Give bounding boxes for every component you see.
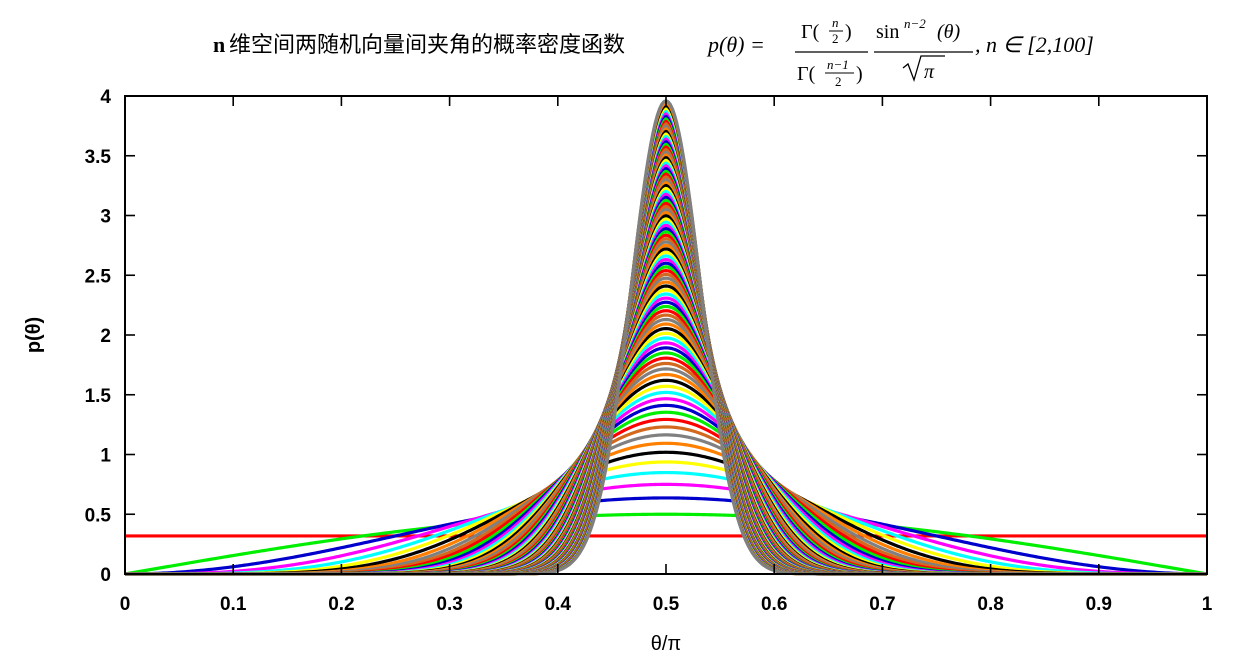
x-tick-label: 0.1 bbox=[220, 594, 247, 615]
series-line-n61 bbox=[125, 204, 1207, 576]
y-tick-label: 2.5 bbox=[85, 266, 112, 287]
y-tick-labels: 0 0.5 1 1.5 2 2.5 3 3.5 4 bbox=[85, 87, 112, 586]
series-line-n14 bbox=[125, 403, 1207, 576]
title-gamma-den: Γ( bbox=[797, 63, 816, 85]
series-line-n50 bbox=[125, 240, 1207, 576]
y-tick-label: 2 bbox=[100, 326, 111, 347]
x-tick-label: 0.3 bbox=[436, 594, 462, 615]
y-axis-label: p(θ) bbox=[23, 317, 45, 353]
series-line-n21 bbox=[125, 361, 1207, 576]
x-tick-labels: 0 0.1 0.2 0.3 0.4 0.5 0.6 0.7 0.8 0.9 1 bbox=[120, 594, 1213, 615]
title-den-2: 2 bbox=[835, 74, 842, 89]
title-prefix: n bbox=[213, 32, 225, 57]
title-sqrt-pi: π bbox=[924, 61, 935, 83]
series-line-n13 bbox=[125, 410, 1207, 576]
chart-title: n 维空间两随机向量间夹角的概率密度函数 p(θ) = Γ( n 2 ) Γ( … bbox=[213, 15, 1094, 89]
y-tick-label: 3 bbox=[100, 207, 111, 228]
series-line-n10 bbox=[125, 433, 1207, 576]
title-gamma-num: Γ( bbox=[801, 21, 820, 43]
series-line-n11 bbox=[125, 425, 1207, 576]
plot-frame bbox=[124, 95, 1208, 575]
title-chinese: 维空间两随机向量间夹角的概率密度函数 bbox=[229, 32, 625, 57]
y-tick-label: 0 bbox=[100, 565, 111, 586]
title-num-n: n bbox=[832, 15, 839, 30]
title-formula-lhs: p(θ) = bbox=[706, 32, 765, 57]
x-axis-label: θ/π bbox=[651, 633, 681, 655]
series-line-n3 bbox=[124, 512, 1208, 576]
title-close-2: ) bbox=[856, 63, 863, 85]
series-line-n18 bbox=[125, 378, 1207, 576]
x-tick-label: 1 bbox=[1202, 594, 1213, 615]
curves-group bbox=[124, 99, 1208, 576]
x-tick-label: 0.7 bbox=[869, 594, 895, 615]
series-line-n4 bbox=[125, 496, 1207, 576]
title-num-2: 2 bbox=[832, 31, 839, 46]
y-tick-label: 0.5 bbox=[85, 505, 112, 526]
x-tick-label: 0.5 bbox=[653, 594, 680, 615]
series-line-n5 bbox=[125, 482, 1207, 576]
x-tick-label: 0.8 bbox=[977, 594, 1003, 615]
x-tick-label: 0.6 bbox=[761, 594, 787, 615]
title-n-range: , n ∈ [2,100] bbox=[975, 32, 1094, 57]
x-tick-label: 0.9 bbox=[1086, 594, 1112, 615]
title-den-n: n−1 bbox=[827, 57, 849, 72]
title-sin-arg: (θ) bbox=[937, 21, 960, 43]
title-sin-exp: n−2 bbox=[904, 16, 926, 31]
series-line-n54 bbox=[125, 226, 1207, 576]
y-tick-label: 3.5 bbox=[85, 147, 112, 168]
title-sin: sin bbox=[876, 21, 899, 43]
y-tick-label: 1 bbox=[100, 446, 111, 467]
x-tick-label: 0.2 bbox=[328, 594, 354, 615]
x-tick-label: 0.4 bbox=[545, 594, 572, 615]
series-line-n25 bbox=[125, 341, 1207, 576]
y-tick-label: 4 bbox=[100, 87, 111, 108]
title-close-1: ) bbox=[845, 21, 852, 43]
series-line-n22 bbox=[125, 356, 1207, 576]
y-tick-label: 1.5 bbox=[85, 386, 112, 407]
series-line-n6 bbox=[125, 470, 1207, 576]
x-tick-label: 0 bbox=[120, 594, 131, 615]
